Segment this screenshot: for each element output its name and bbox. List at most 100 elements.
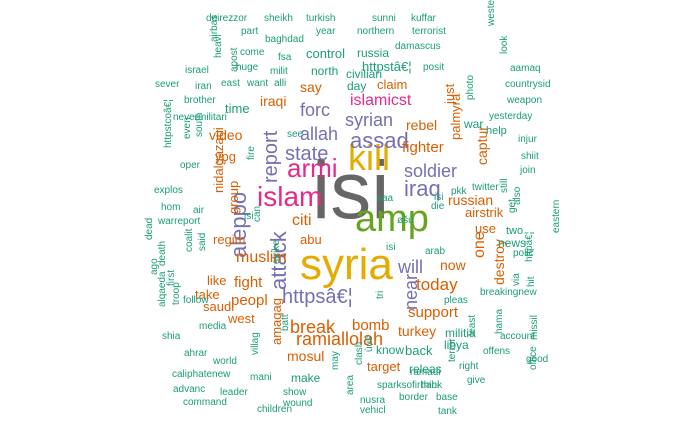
cloud-word: make — [291, 371, 321, 385]
cloud-word: abu — [300, 232, 322, 247]
cloud-word: break — [290, 317, 336, 337]
cloud-word-small: sever — [155, 79, 180, 90]
cloud-word-small: eastern — [551, 199, 562, 233]
cloud-word: group — [226, 180, 241, 214]
cloud-word: just — [442, 83, 457, 104]
cloud-word-small: troop — [171, 282, 182, 305]
cloud-word: assad — [350, 128, 409, 153]
cloud-word-small: get — [507, 199, 518, 213]
cloud-word-small: batt — [280, 314, 291, 331]
cloud-word-small: media — [199, 321, 227, 332]
cloud-word: ramiallolah — [296, 329, 384, 349]
cloud-word-small: heavi — [213, 34, 224, 58]
cloud-word-small: mani — [250, 372, 272, 383]
cloud-word: like — [207, 273, 227, 288]
cloud-word-small: want — [247, 78, 269, 89]
cloud-word-small: base — [436, 392, 458, 403]
cloud-word-small: office — [528, 346, 539, 370]
cloud-word-small: command — [183, 397, 227, 408]
cloud-word-small: weapon — [507, 95, 543, 106]
cloud-word-small: polic — [513, 248, 534, 259]
cloud-word-small: northern — [357, 26, 395, 37]
cloud-word: militia — [445, 326, 476, 340]
cloud-word: isi — [244, 211, 254, 222]
cloud-word: armi — [287, 153, 338, 183]
cloud-word-small: terror — [447, 338, 458, 362]
cloud-word: fighter — [402, 139, 444, 156]
cloud-word-small: fire — [246, 146, 257, 160]
cloud-word: take — [195, 287, 220, 302]
cloud-word-small: explos — [154, 185, 183, 196]
cloud-word-small: sunni — [372, 13, 396, 24]
cloud-word-small: said — [197, 232, 208, 251]
cloud-word-small: east — [221, 78, 240, 89]
cloud-word: bomb — [352, 317, 390, 334]
cloud-word-small: give — [467, 375, 486, 386]
cloud-word-small: can — [252, 205, 263, 222]
cloud-word-small: join — [520, 165, 536, 176]
cloud-word: turkey — [398, 323, 437, 339]
cloud-word: say — [300, 79, 322, 95]
cloud-word: libya — [444, 338, 469, 352]
cloud-word: rebel — [406, 117, 438, 133]
cloud-word-small: httpâ€¦ — [524, 231, 535, 262]
cloud-word: claim — [377, 77, 408, 92]
cloud-word-small: brother — [184, 95, 216, 106]
cloud-word-small: sheikh — [264, 13, 293, 24]
cloud-word-small: right — [459, 361, 479, 372]
cloud-word-small: come — [240, 47, 265, 58]
cloud-word-small: area — [345, 374, 356, 395]
cloud-word: httpsâ€¦ — [282, 286, 353, 308]
cloud-word-small: øšù — [397, 215, 414, 226]
cloud-word: state — [285, 143, 329, 165]
cloud-word-small: leader — [220, 387, 248, 398]
cloud-word: russia — [357, 46, 390, 60]
cloud-word: releas — [409, 362, 442, 376]
cloud-word-small: wound — [283, 398, 313, 409]
cloud-word-small: photo — [465, 74, 476, 100]
cloud-word: help — [486, 125, 507, 137]
cloud-word-small: iran — [195, 81, 212, 92]
cloud-word-small: still — [499, 178, 510, 193]
cloud-word: isi — [312, 145, 390, 236]
cloud-word: mosul — [287, 348, 325, 364]
cloud-word-small: dead — [144, 217, 155, 240]
cloud-word-small: terrorist — [412, 26, 446, 37]
cloud-word: west — [228, 311, 255, 326]
cloud-word-small: part — [241, 26, 259, 37]
cloud-word: russian — [448, 192, 494, 208]
cloud-word: now — [440, 257, 466, 273]
cloud-word-small: year — [316, 26, 336, 37]
cloud-word-small: see — [287, 129, 304, 140]
cloud-word-small: deirezzor — [206, 13, 248, 24]
cloud-word-small: alli — [274, 78, 287, 89]
cloud-word-small: advanc — [173, 384, 206, 395]
cloud-word-small: may — [330, 351, 341, 370]
cloud-word-small: pkk — [451, 186, 467, 197]
cloud-word: isi — [386, 242, 396, 253]
cloud-word: support — [408, 304, 459, 321]
cloud-word-small: twitter — [472, 182, 499, 193]
cloud-word: ypg — [215, 149, 236, 164]
cloud-word-small: sparksofirhabi — [377, 380, 440, 391]
cloud-word-small: hom — [161, 202, 181, 213]
cloud-word-small: warreport — [158, 216, 201, 227]
cloud-word: civilian — [346, 67, 383, 81]
cloud-word-small: kuffar — [411, 13, 436, 24]
cloud-word-small: milit — [270, 66, 288, 77]
cloud-word: report — [260, 130, 282, 183]
cloud-word: know — [376, 343, 405, 357]
cloud-word-small: look — [499, 35, 510, 54]
cloud-word: islam — [257, 181, 323, 212]
cloud-word: north — [311, 64, 339, 78]
cloud-word-small: baghdad — [265, 34, 304, 45]
cloud-word-small: offens — [483, 346, 511, 357]
cloud-word: regim — [213, 232, 246, 247]
cloud-word-small: shia — [162, 331, 181, 342]
cloud-word: back — [405, 343, 433, 358]
cloud-word-small: injur — [518, 134, 537, 145]
cloud-word-small: aamaq — [510, 63, 541, 74]
cloud-word-small: air — [193, 205, 205, 216]
cloud-word-small: israel — [185, 65, 209, 76]
